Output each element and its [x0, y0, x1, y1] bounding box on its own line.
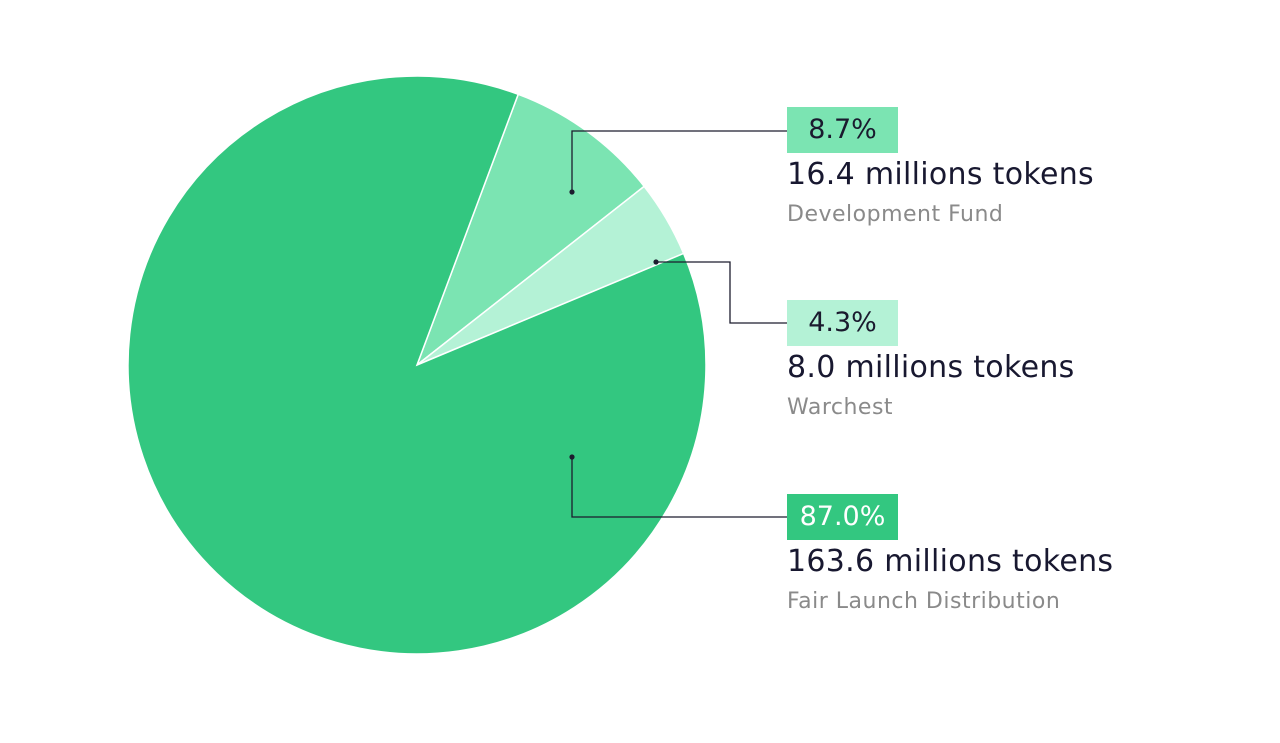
slice-label-warchest: 4.3% 8.0 millions tokens Warchest: [787, 300, 1075, 420]
leader-dot-warchest: [653, 259, 659, 265]
leader-line-fair-launch-distribution: [571, 457, 787, 518]
percent-badge: 87.0%: [787, 494, 898, 540]
pie-slice-development-fund: [415, 93, 646, 368]
slice-name: Development Fund: [787, 202, 1004, 227]
percent-badge: 8.7%: [787, 107, 898, 153]
tokens-amount: 16.4 millions tokens: [787, 157, 1094, 192]
slice-label-development-fund: 8.7% 16.4 millions tokens Development Fu…: [787, 107, 1094, 227]
pie-slices: [127, 75, 707, 655]
tokens-amount: 8.0 millions tokens: [787, 350, 1075, 385]
pie-slice-fair-launch-distribution: [127, 75, 707, 655]
leader-dot-development-fund: [569, 189, 575, 195]
leader-lines: [569, 130, 787, 518]
leader-dot-fair-launch-distribution: [569, 454, 575, 460]
slice-name: Fair Launch Distribution: [787, 589, 1061, 614]
tokens-amount: 163.6 millions tokens: [787, 544, 1114, 579]
percent-badge: 4.3%: [787, 300, 898, 346]
leader-line-development-fund: [571, 130, 787, 192]
leader-line-warchest: [656, 261, 787, 324]
slice-label-fair-launch-distribution: 87.0% 163.6 millions tokens Fair Launch …: [787, 494, 1113, 614]
slice-name: Warchest: [787, 395, 894, 420]
